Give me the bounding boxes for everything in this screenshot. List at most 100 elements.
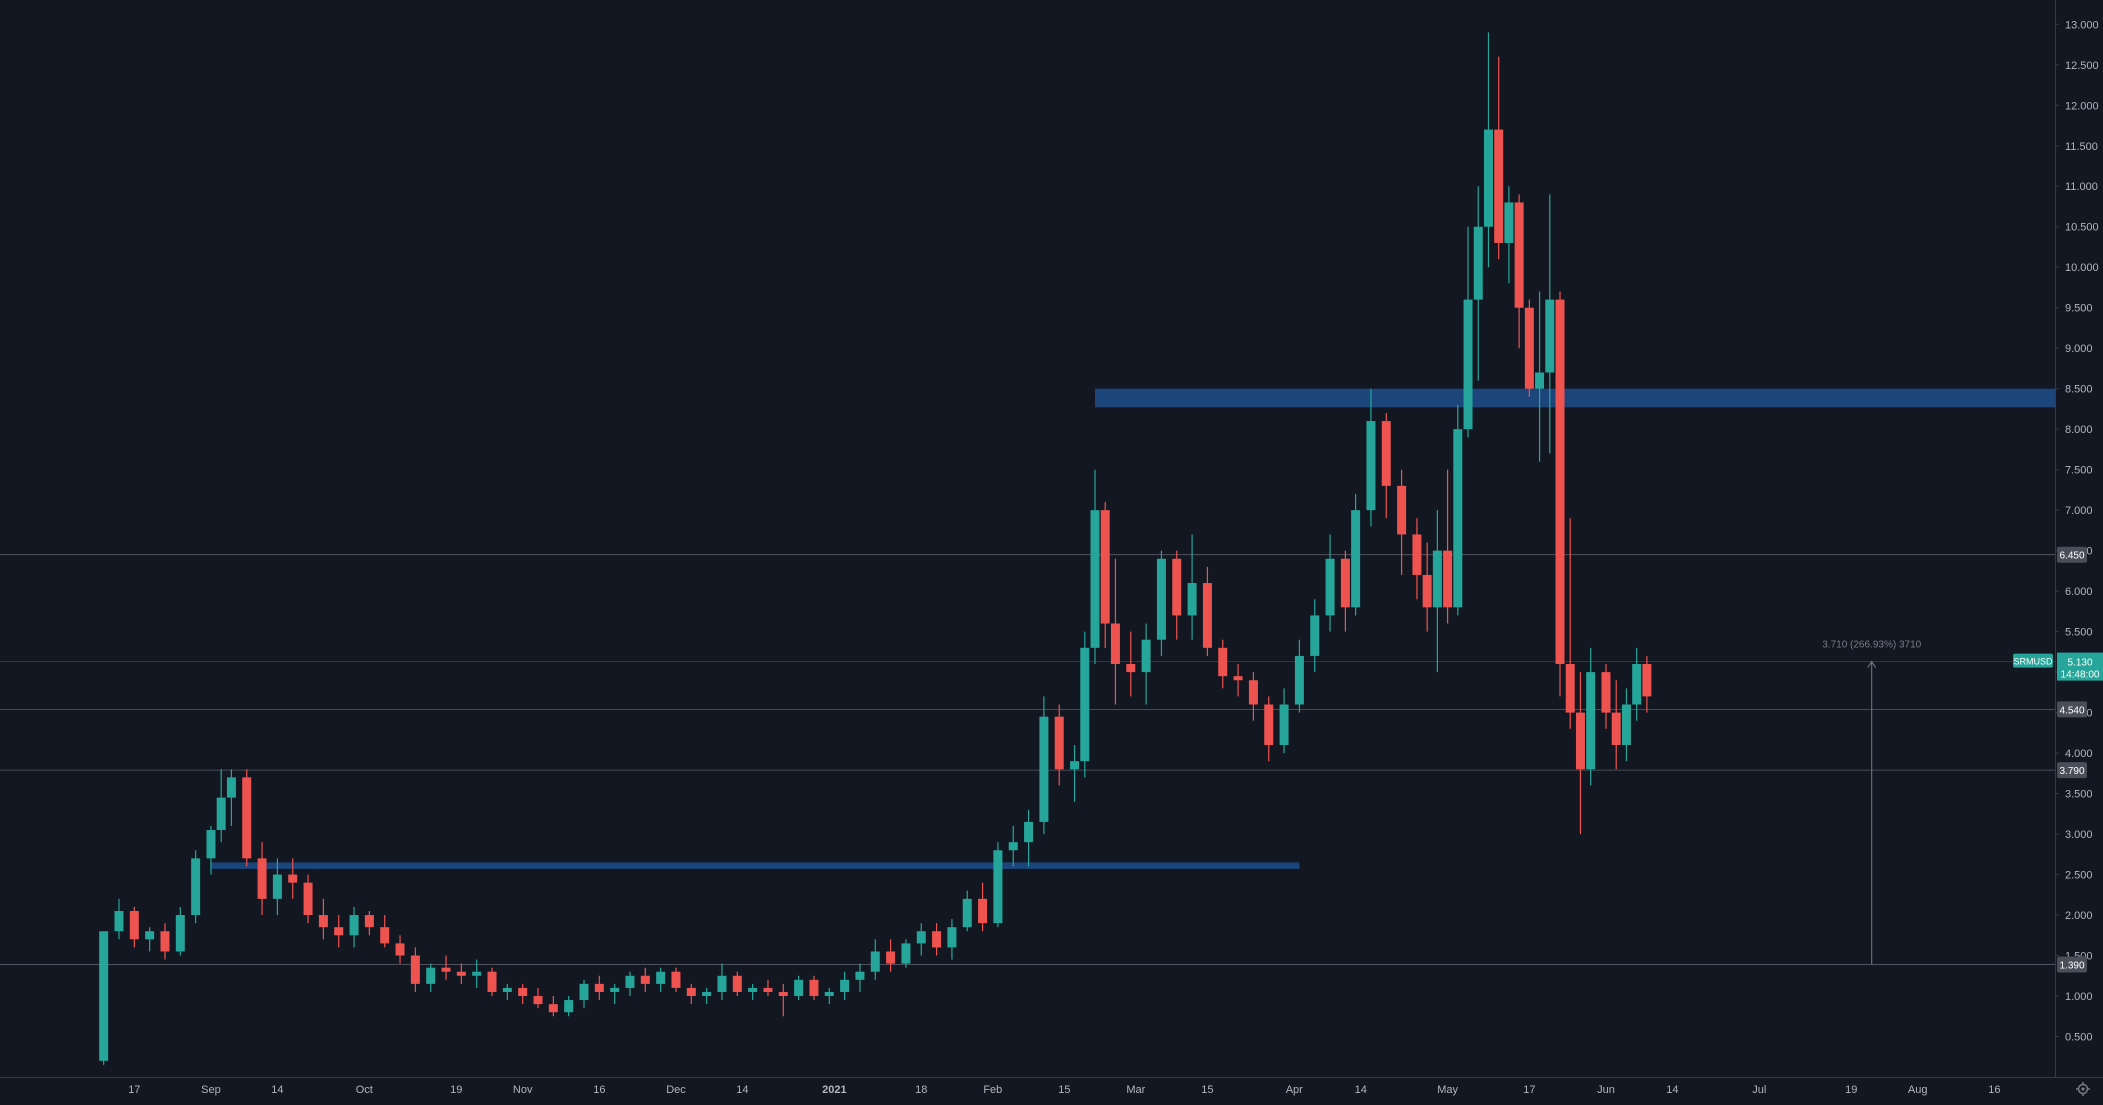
candle-down[interactable] xyxy=(1248,672,1258,721)
candle-down[interactable] xyxy=(242,769,252,867)
candle-up[interactable] xyxy=(824,987,834,1005)
candle-up[interactable] xyxy=(99,931,109,1065)
candle-down[interactable] xyxy=(978,882,988,932)
candle-up[interactable] xyxy=(502,983,512,1001)
candle-up[interactable] xyxy=(1080,631,1090,778)
candle-up[interactable] xyxy=(656,967,666,992)
candle-up[interactable] xyxy=(1351,493,1361,616)
candle-up[interactable] xyxy=(114,898,124,940)
candle-down[interactable] xyxy=(410,947,420,992)
candle-up[interactable] xyxy=(272,858,282,916)
candle-up[interactable] xyxy=(191,850,201,924)
candle-up[interactable] xyxy=(993,842,1003,928)
candle-down[interactable] xyxy=(1233,664,1243,697)
candle-down[interactable] xyxy=(1443,469,1453,624)
candle-up[interactable] xyxy=(1621,688,1631,762)
candle-down[interactable] xyxy=(1110,558,1120,705)
resistance-zone[interactable] xyxy=(1095,388,2055,408)
candle-up[interactable] xyxy=(901,939,911,968)
candle-up[interactable] xyxy=(610,983,620,1005)
candle-up[interactable] xyxy=(1325,534,1335,632)
candle-down[interactable] xyxy=(1172,550,1182,640)
candle-down[interactable] xyxy=(594,975,604,1001)
candle-down[interactable] xyxy=(778,983,788,1017)
candle-up[interactable] xyxy=(1039,696,1049,835)
candle-up[interactable] xyxy=(226,769,236,826)
candle-down[interactable] xyxy=(763,979,773,997)
resistance-zone[interactable] xyxy=(210,862,1300,869)
candle-up[interactable] xyxy=(702,987,712,1005)
candle-up[interactable] xyxy=(748,983,758,1001)
candle-down[interactable] xyxy=(1126,631,1136,697)
candle-up[interactable] xyxy=(870,939,880,980)
candle-up[interactable] xyxy=(1632,647,1642,721)
candle-up[interactable] xyxy=(1008,825,1018,867)
settings-gear-icon[interactable] xyxy=(2076,1082,2090,1096)
candle-down[interactable] xyxy=(1565,518,1575,729)
candle-up[interactable] xyxy=(564,996,574,1017)
candle-down[interactable] xyxy=(886,939,896,972)
candle-down[interactable] xyxy=(1397,469,1407,575)
candle-up[interactable] xyxy=(1473,186,1483,381)
candle-up[interactable] xyxy=(1463,226,1473,438)
candle-down[interactable] xyxy=(1514,194,1524,349)
candle-up[interactable] xyxy=(962,890,972,932)
candle-up[interactable] xyxy=(1483,32,1493,268)
candle-down[interactable] xyxy=(518,983,528,1005)
candle-down[interactable] xyxy=(640,967,650,992)
candle-down[interactable] xyxy=(1611,680,1621,770)
candle-up[interactable] xyxy=(472,959,482,988)
candle-down[interactable] xyxy=(533,987,543,1009)
candle-up[interactable] xyxy=(794,975,804,1001)
candle-up[interactable] xyxy=(1090,469,1100,665)
candle-up[interactable] xyxy=(916,923,926,956)
price-axis[interactable]: 0.5001.0001.5002.0002.5003.0003.5004.000… xyxy=(2055,19,2099,1044)
candle-up[interactable] xyxy=(1156,550,1166,656)
candle-up[interactable] xyxy=(206,825,216,875)
candle-down[interactable] xyxy=(1100,502,1110,648)
candle-down[interactable] xyxy=(380,915,390,948)
candle-down[interactable] xyxy=(932,923,942,956)
candle-down[interactable] xyxy=(1524,299,1534,397)
candle-down[interactable] xyxy=(160,923,170,960)
candle-down[interactable] xyxy=(1575,672,1585,835)
candle-down[interactable] xyxy=(1642,655,1652,713)
candle-down[interactable] xyxy=(1054,704,1064,786)
candle-up[interactable] xyxy=(145,927,155,952)
candle-down[interactable] xyxy=(1218,639,1228,689)
candle-down[interactable] xyxy=(548,996,558,1017)
candle-down[interactable] xyxy=(1601,664,1611,729)
candle-down[interactable] xyxy=(671,967,681,992)
candle-down[interactable] xyxy=(1202,566,1212,656)
candle-up[interactable] xyxy=(1504,186,1514,284)
candle-up[interactable] xyxy=(1432,510,1442,673)
candle-up[interactable] xyxy=(840,971,850,1001)
candle-down[interactable] xyxy=(1412,518,1422,600)
candle-up[interactable] xyxy=(1453,404,1463,616)
candle-up[interactable] xyxy=(426,963,436,992)
candle-up[interactable] xyxy=(175,906,185,956)
candle-down[interactable] xyxy=(1381,412,1391,519)
candle-down[interactable] xyxy=(1494,56,1504,260)
candle-up[interactable] xyxy=(1279,688,1289,754)
candle-up[interactable] xyxy=(1535,291,1545,462)
candle-down[interactable] xyxy=(1555,291,1565,697)
candle-up[interactable] xyxy=(947,919,957,960)
candle-down[interactable] xyxy=(686,983,696,1005)
time-axis[interactable]: 17 Sep 14 Oct 19 Nov 16 Dec 14 2021 18 Feb 15 Mar 15 Ap… xyxy=(128,1084,2000,1096)
candle-up[interactable] xyxy=(579,979,589,1009)
candle-down[interactable] xyxy=(456,963,466,984)
candle-down[interactable] xyxy=(334,915,344,948)
candle-down[interactable] xyxy=(395,935,405,964)
candle-up[interactable] xyxy=(1545,194,1555,454)
candle-down[interactable] xyxy=(364,910,374,936)
candle-up[interactable] xyxy=(1187,534,1197,640)
candle-down[interactable] xyxy=(1422,542,1432,632)
candle-up[interactable] xyxy=(1070,744,1080,802)
candle-down[interactable] xyxy=(487,967,497,997)
candle-down[interactable] xyxy=(129,906,139,948)
candle-up[interactable] xyxy=(625,971,635,997)
candle-down[interactable] xyxy=(288,858,298,899)
